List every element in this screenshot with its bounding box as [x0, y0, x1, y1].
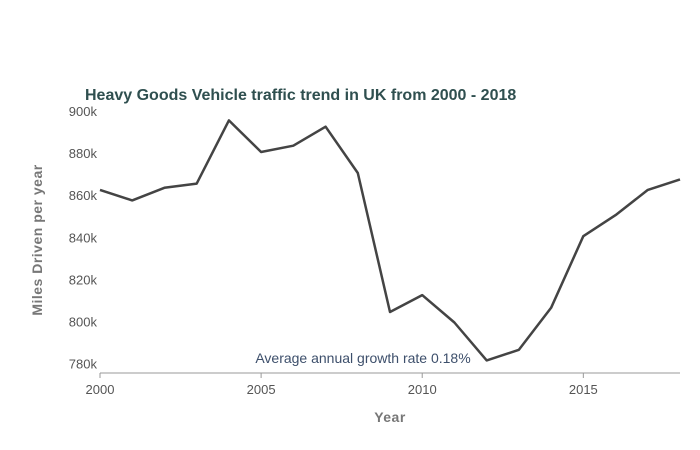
y-tick-label: 800k [69, 314, 98, 329]
data-points [99, 120, 681, 361]
growth-rate-annotation: Average annual growth rate 0.18% [255, 350, 470, 366]
y-tick-label: 780k [69, 357, 98, 372]
y-tick-label: 880k [69, 146, 98, 161]
y-tick-label: 840k [69, 230, 98, 245]
y-axis-label: Miles Driven per year [29, 164, 45, 315]
x-tick-label: 2015 [569, 382, 598, 397]
x-tick-label: 2010 [408, 382, 437, 397]
series-line [99, 119, 681, 362]
x-tick-label: 2005 [247, 382, 276, 397]
chart-title: Heavy Goods Vehicle traffic trend in UK … [85, 87, 516, 104]
y-tick-label: 860k [69, 188, 98, 203]
x-axis-label: Year [374, 409, 406, 425]
y-axis-ticks: 780k 800k 820k 840k 860k 880k 900k [69, 104, 98, 372]
x-axis-ticks: 2000 2005 2010 2015 [86, 373, 598, 397]
x-tick-label: 2000 [86, 382, 115, 397]
y-tick-label: 900k [69, 104, 98, 119]
y-tick-label: 820k [69, 272, 98, 287]
